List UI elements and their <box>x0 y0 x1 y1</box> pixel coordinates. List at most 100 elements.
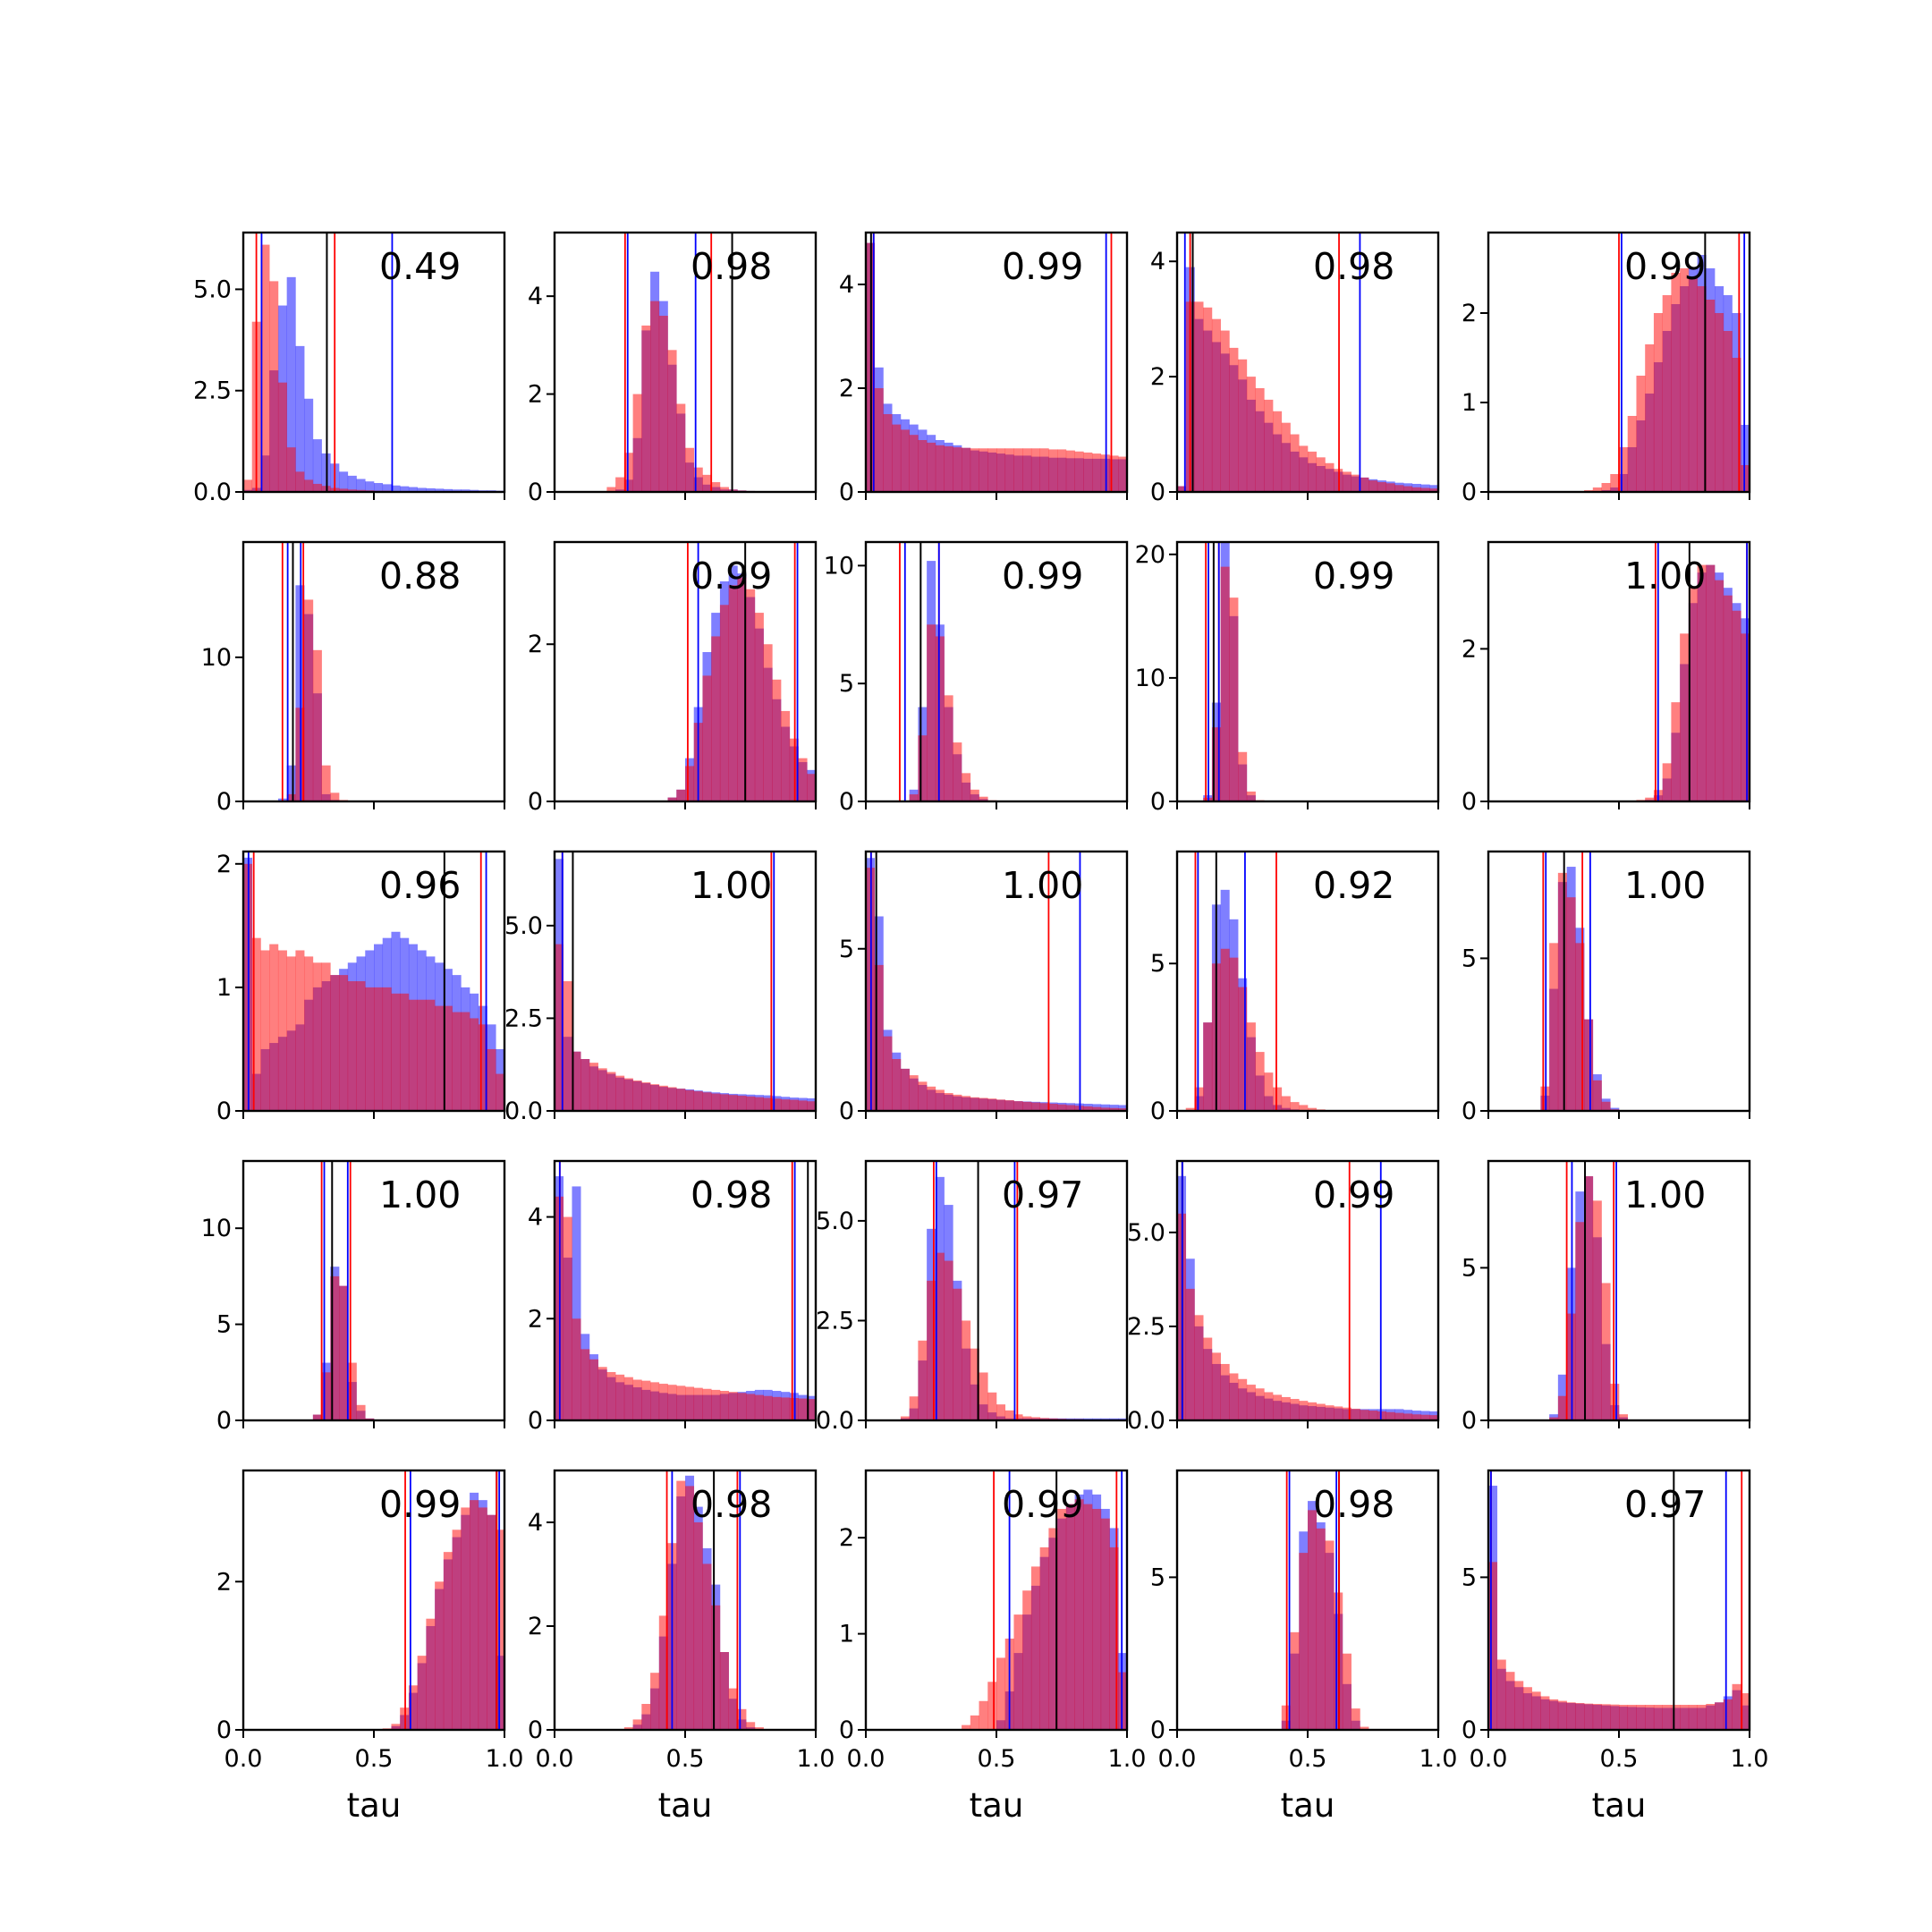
red-bar <box>632 1080 642 1111</box>
panel-2-1: 0 10 0.88 <box>201 540 506 816</box>
red-bar <box>1360 1726 1369 1730</box>
red-bar <box>944 695 953 801</box>
panel-1-5: 0 1 2 0.99 <box>1462 231 1751 506</box>
red-bar <box>572 1051 581 1111</box>
red-bar <box>1238 359 1248 492</box>
y-tick-label: 0 <box>528 1407 543 1435</box>
red-bar <box>996 1404 1006 1420</box>
red-bar <box>772 679 782 801</box>
red-bar <box>1057 449 1067 492</box>
y-tick-label: 5.0 <box>193 275 232 303</box>
red-bar <box>1592 487 1602 492</box>
red-bar <box>1325 1405 1335 1420</box>
red-bar <box>650 1084 660 1111</box>
red-bar <box>356 1404 366 1420</box>
panel-1-4: 0 2 4 0.98 <box>1150 231 1440 506</box>
red-bar <box>623 1727 633 1730</box>
red-bar <box>658 1085 668 1111</box>
red-bar <box>1194 1087 1204 1111</box>
red-bar <box>1584 1176 1594 1420</box>
red-bar <box>1680 1705 1690 1730</box>
red-bar <box>1592 1200 1602 1420</box>
red-bar <box>1360 1410 1369 1420</box>
red-bar <box>1057 1104 1067 1111</box>
red-bar <box>1316 1403 1326 1420</box>
y-tick-label: 1 <box>839 1621 854 1648</box>
red-bar <box>1281 1396 1291 1420</box>
red-bar <box>632 1719 642 1730</box>
red-bar <box>461 1507 470 1730</box>
x-tick-label: 0.5 <box>355 1745 394 1773</box>
red-bar <box>1688 277 1698 492</box>
axes-frame <box>242 1159 506 1422</box>
red-bar <box>918 1340 928 1420</box>
red-bar <box>944 1093 953 1111</box>
x-tick-label: 1.0 <box>486 1745 524 1773</box>
red-bar <box>1022 1101 1032 1111</box>
red-bar <box>1715 1702 1724 1730</box>
red-bar <box>935 1089 945 1111</box>
red-bar <box>1522 1687 1532 1730</box>
blue-bar <box>417 487 427 492</box>
red-bar <box>417 999 427 1111</box>
red-bar <box>650 301 660 492</box>
red-bar <box>1557 1395 1567 1420</box>
y-tick-label: 5 <box>1462 1254 1477 1282</box>
red-bar <box>1039 1103 1049 1111</box>
red-bar <box>953 742 962 801</box>
x-tick-label: 1.0 <box>797 1745 835 1773</box>
red-bar <box>970 1715 979 1730</box>
red-bar <box>1429 488 1439 492</box>
red-bar <box>1566 897 1576 1111</box>
red-bar <box>970 789 979 801</box>
red-bar <box>1299 1105 1309 1111</box>
panel-1-2: 0 2 4 0.98 <box>528 231 818 506</box>
red-bar <box>487 1048 496 1111</box>
red-bar <box>772 1396 782 1420</box>
red-bar <box>1732 358 1741 492</box>
red-bar <box>435 1005 445 1111</box>
y-tick-label: 4 <box>528 1509 543 1537</box>
red-bar <box>1039 1546 1049 1730</box>
red-bar <box>1601 1283 1611 1420</box>
red-bar <box>277 950 287 1111</box>
y-tick-label: 4 <box>1150 248 1165 275</box>
correlation-value: 1.00 <box>1624 864 1706 907</box>
correlation-value: 0.99 <box>1624 245 1706 288</box>
y-tick-label: 2.5 <box>1127 1313 1165 1341</box>
red-bar <box>1351 1408 1360 1420</box>
y-tick-label: 10 <box>201 1215 232 1242</box>
red-bar <box>277 382 287 492</box>
y-tick-label: 2 <box>839 1524 854 1552</box>
red-bar <box>1290 434 1300 492</box>
red-bar <box>1715 580 1724 801</box>
y-tick-label: 2 <box>1150 363 1165 391</box>
red-bar <box>1342 1407 1352 1420</box>
red-bar <box>1273 411 1283 492</box>
red-bar <box>321 765 331 801</box>
red-bar <box>918 440 928 492</box>
red-bar <box>260 244 270 492</box>
red-bar <box>321 1372 331 1420</box>
red-bar <box>953 447 962 492</box>
red-bar <box>979 1097 988 1111</box>
red-bar <box>1575 1222 1585 1420</box>
red-bar <box>746 1096 756 1111</box>
red-bar <box>970 1348 979 1420</box>
y-tick-label: 20 <box>1135 541 1165 569</box>
red-bar <box>1308 1402 1318 1420</box>
blue-bar <box>312 439 322 492</box>
red-bar <box>754 1097 764 1111</box>
panel-4-5: 051.00 <box>1462 1159 1751 1435</box>
y-tick-label: 5 <box>1462 945 1477 972</box>
panel-4-4: 0.0 2.5 5.0 0.99 <box>1127 1159 1440 1435</box>
correlation-value: 0.99 <box>1313 555 1394 597</box>
red-bar <box>1706 564 1716 801</box>
red-bar <box>737 1393 747 1420</box>
red-bar <box>589 1359 598 1420</box>
panel-2-4: 0 10 20 0.99 <box>1135 540 1440 816</box>
red-bar <box>807 1399 817 1420</box>
y-tick-label: 5.0 <box>1127 1219 1165 1247</box>
red-bar <box>1592 1704 1602 1730</box>
red-bar <box>1549 943 1559 1111</box>
